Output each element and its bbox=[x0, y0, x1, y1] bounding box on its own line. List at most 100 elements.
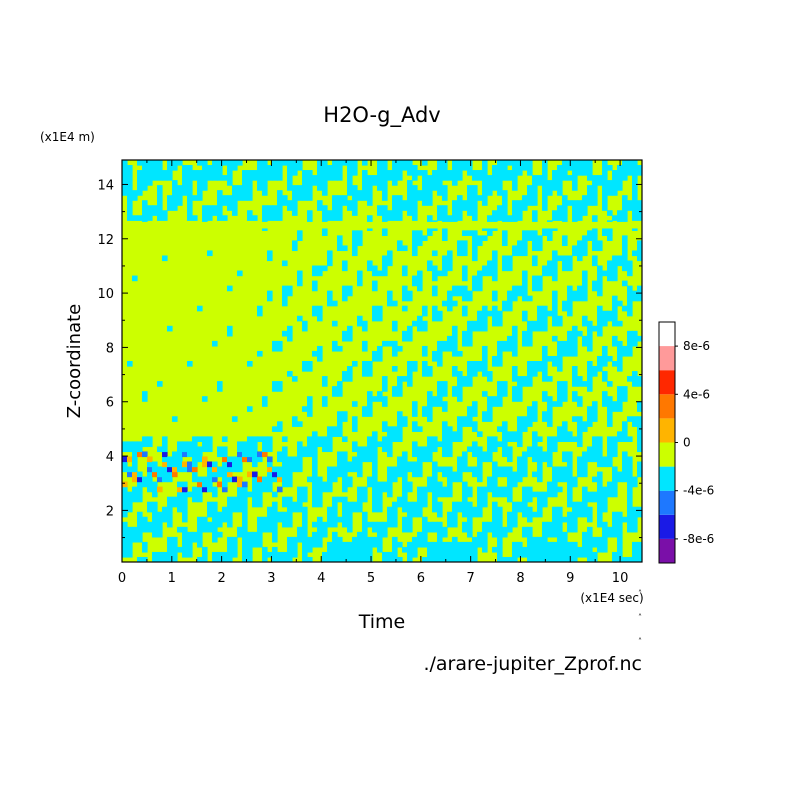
heatmap-cell bbox=[282, 195, 288, 201]
heatmap-cell bbox=[552, 215, 558, 221]
heatmap-cell bbox=[537, 285, 543, 292]
heatmap-cell bbox=[132, 275, 138, 282]
heatmap-cell bbox=[512, 521, 518, 528]
heatmap-cell bbox=[417, 315, 423, 322]
heatmap-cell bbox=[582, 205, 588, 211]
heatmap-cell bbox=[297, 235, 303, 242]
heatmap-cell bbox=[522, 270, 528, 277]
heatmap-cell bbox=[427, 451, 433, 458]
heatmap-cell bbox=[322, 190, 328, 196]
heatmap-cell bbox=[587, 235, 593, 242]
heatmap-cell bbox=[497, 486, 503, 493]
heatmap-cell bbox=[172, 451, 178, 458]
heatmap-cell bbox=[362, 456, 368, 463]
heatmap-cell bbox=[552, 185, 558, 191]
heatmap-cell bbox=[127, 185, 133, 191]
heatmap-cell bbox=[372, 466, 378, 473]
heatmap-cell bbox=[522, 275, 528, 282]
heatmap-cell bbox=[297, 270, 303, 277]
heatmap-cell bbox=[282, 501, 288, 508]
heatmap-cell bbox=[322, 230, 328, 236]
heatmap-cell bbox=[482, 195, 488, 201]
heatmap-cell bbox=[277, 215, 283, 221]
heatmap-cell bbox=[147, 215, 153, 221]
heatmap-cell bbox=[532, 361, 538, 367]
heatmap-cell bbox=[282, 521, 288, 528]
heatmap-cell bbox=[437, 501, 443, 508]
heatmap-cell bbox=[167, 496, 173, 503]
heatmap-cell bbox=[412, 361, 418, 367]
heatmap-cell bbox=[172, 456, 178, 463]
heatmap-cell bbox=[577, 426, 583, 432]
heatmap-cell bbox=[182, 496, 188, 503]
heatmap-cell bbox=[312, 531, 318, 538]
heatmap-cell bbox=[607, 406, 613, 412]
heatmap-cell bbox=[487, 371, 493, 377]
heatmap-cell bbox=[207, 436, 213, 443]
heatmap-cell bbox=[162, 456, 168, 463]
heatmap-cell bbox=[122, 541, 128, 548]
heatmap-cell bbox=[397, 175, 403, 181]
heatmap-cell bbox=[467, 165, 473, 171]
heatmap-cell bbox=[332, 200, 338, 206]
heatmap-cell bbox=[452, 200, 458, 206]
source-file-label: ./arare-jupiter_Zprof.nc bbox=[423, 653, 642, 675]
heatmap-cell bbox=[322, 205, 328, 211]
heatmap-cell bbox=[142, 546, 148, 553]
heatmap-cell bbox=[512, 481, 518, 488]
heatmap-cell bbox=[327, 481, 333, 488]
heatmap-cell bbox=[387, 215, 393, 221]
heatmap-cell bbox=[192, 436, 198, 443]
heatmap-cell bbox=[167, 506, 173, 513]
heatmap-cell bbox=[352, 401, 358, 407]
heatmap-cell bbox=[307, 210, 313, 216]
heatmap-cell bbox=[597, 280, 603, 287]
heatmap-cell bbox=[557, 381, 563, 387]
heatmap-cell bbox=[177, 446, 183, 453]
heatmap-cell bbox=[302, 406, 308, 412]
heatmap-cell bbox=[477, 431, 483, 437]
heatmap-cell bbox=[152, 210, 158, 216]
heatmap-cell bbox=[587, 371, 593, 377]
heatmap-cell bbox=[217, 516, 223, 523]
x-tick-label: 10 bbox=[612, 571, 629, 586]
heatmap-cell bbox=[352, 441, 358, 448]
heatmap-cell bbox=[492, 526, 498, 533]
heatmap-cell bbox=[542, 396, 548, 402]
heatmap-cell bbox=[327, 466, 333, 473]
heatmap-cell bbox=[207, 215, 213, 221]
heatmap-cell bbox=[442, 260, 448, 267]
heatmap-cell bbox=[272, 345, 278, 352]
heatmap-cell bbox=[402, 486, 408, 493]
heatmap-cell bbox=[537, 305, 543, 312]
heatmap-cell bbox=[377, 526, 383, 533]
heatmap-cell bbox=[572, 325, 578, 332]
heatmap-cell bbox=[567, 476, 573, 483]
heatmap-cell bbox=[222, 200, 228, 206]
heatmap-cell bbox=[442, 230, 448, 236]
heatmap-cell bbox=[257, 526, 263, 533]
heatmap-cell bbox=[562, 391, 568, 397]
heatmap-cell bbox=[227, 496, 233, 503]
heatmap-cell bbox=[532, 325, 538, 332]
heatmap-cell bbox=[477, 541, 483, 548]
heatmap-cell bbox=[242, 511, 248, 518]
heatmap-cell bbox=[617, 175, 623, 181]
heatmap-cell bbox=[627, 260, 633, 267]
heatmap-cell bbox=[352, 190, 358, 196]
heatmap-cell bbox=[557, 345, 563, 352]
heatmap-cell bbox=[502, 436, 508, 443]
heatmap-cell bbox=[352, 506, 358, 513]
heatmap-cell bbox=[317, 305, 323, 312]
heatmap-cell bbox=[417, 270, 423, 277]
heatmap-cell bbox=[382, 441, 388, 448]
heatmap-cell bbox=[507, 300, 513, 307]
heatmap-cell bbox=[577, 245, 583, 252]
heatmap-cell bbox=[292, 160, 298, 166]
heatmap-cell bbox=[307, 170, 313, 176]
heatmap-cell bbox=[287, 285, 293, 292]
heatmap-cell bbox=[387, 506, 393, 513]
heatmap-cell bbox=[317, 350, 323, 357]
heatmap-cell bbox=[317, 516, 323, 523]
